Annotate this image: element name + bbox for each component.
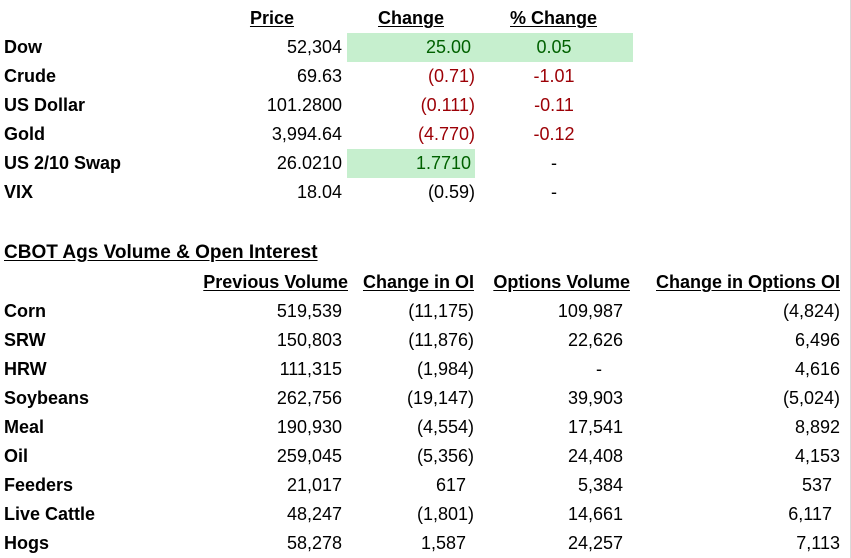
change-options-oi-cell: 6,117	[788, 504, 832, 524]
ags-row-feeders[interactable]: Feeders 21,017 617 5,384 537	[0, 471, 851, 500]
row-label: US 2/10 Swap	[4, 153, 122, 173]
change-cell: 25.00	[347, 33, 475, 62]
options-volume-cell: 39,903	[567, 388, 623, 408]
options-volume-cell: 14,661	[567, 504, 623, 524]
change-cell: (4.770)	[417, 124, 475, 144]
change-cell: 1.7710	[347, 149, 475, 178]
change-oi-cell: (11,175)	[408, 301, 474, 321]
change-oi-cell: (19,147)	[406, 388, 474, 408]
row-label: Live Cattle	[4, 504, 96, 524]
ags-row-meal[interactable]: Meal 190,930 (4,554) 17,541 8,892	[0, 413, 851, 442]
change-options-oi-cell: 6,496	[794, 330, 840, 350]
market-row-gold[interactable]: Gold 3,994.64 (4.770) -0.12	[0, 120, 851, 149]
header-prev-volume: Previous Volume	[203, 272, 348, 292]
options-volume-cell: 22,626	[567, 330, 623, 350]
ags-row-live-cattle[interactable]: Live Cattle 48,247 (1,801) 14,661 6,117	[0, 500, 851, 529]
change-options-oi-cell: 8,892	[794, 417, 840, 437]
pct-change-cell: 0.05	[475, 33, 633, 62]
prev-volume-cell: 150,803	[276, 330, 342, 350]
change-options-oi-cell: 4,616	[794, 359, 840, 379]
market-row-dow[interactable]: Dow 52,304 25.00 0.05	[0, 33, 851, 62]
pct-change-cell: -1.01	[533, 66, 575, 86]
prev-volume-cell: 21,017	[286, 475, 342, 495]
options-volume-cell: 24,408	[567, 446, 623, 466]
row-label: Soybeans	[4, 388, 90, 408]
change-options-oi-cell: (5,024)	[782, 388, 840, 408]
market-row-crude[interactable]: Crude 69.63 (0.71) -1.01	[0, 62, 851, 91]
market-row-us-2-10-swap[interactable]: US 2/10 Swap 26.0210 1.7710 -	[0, 149, 851, 178]
change-options-oi-cell: (4,824)	[782, 301, 840, 321]
price-cell: 52,304	[286, 37, 342, 57]
row-label: Dow	[4, 37, 42, 57]
ags-row-hrw[interactable]: HRW 111,315 (1,984) - 4,616	[0, 355, 851, 384]
header-price: Price	[249, 8, 295, 28]
change-cell: (0.111)	[420, 95, 475, 115]
prev-volume-cell: 58,278	[286, 533, 342, 553]
price-cell: 101.2800	[266, 95, 342, 115]
options-volume-cell: -	[596, 359, 602, 379]
price-cell: 3,994.64	[271, 124, 342, 144]
change-oi-cell: (1,801)	[416, 504, 474, 524]
prev-volume-cell: 259,045	[276, 446, 342, 466]
market-row-us-dollar[interactable]: US Dollar 101.2800 (0.111) -0.11	[0, 91, 851, 120]
change-cell: (0.71)	[427, 66, 475, 86]
prev-volume-cell: 262,756	[276, 388, 342, 408]
ags-header-row: Previous Volume Change in OI Options Vol…	[0, 268, 851, 297]
header-options-volume: Options Volume	[493, 272, 630, 292]
ags-row-srw[interactable]: SRW 150,803 (11,876) 22,626 6,496	[0, 326, 851, 355]
ags-row-corn[interactable]: Corn 519,539 (11,175) 109,987 (4,824)	[0, 297, 851, 326]
markets-header-row: Price Change % Change	[0, 4, 851, 33]
change-oi-cell: (1,984)	[416, 359, 474, 379]
header-change-options-oi: Change in Options OI	[656, 272, 840, 292]
change-oi-cell: (5,356)	[416, 446, 474, 466]
ags-row-soybeans[interactable]: Soybeans 262,756 (19,147) 39,903 (5,024)	[0, 384, 851, 413]
ags-row-oil[interactable]: Oil 259,045 (5,356) 24,408 4,153	[0, 442, 851, 471]
options-volume-cell: 109,987	[557, 301, 623, 321]
ags-title-row: CBOT Ags Volume & Open Interest	[0, 238, 851, 267]
row-label: Feeders	[4, 475, 74, 495]
prev-volume-cell: 519,539	[276, 301, 342, 321]
ags-row-hogs[interactable]: Hogs 58,278 1,587 24,257 7,113	[0, 529, 851, 558]
header-change: Change	[378, 8, 445, 28]
row-label: SRW	[4, 330, 46, 350]
options-volume-cell: 5,384	[577, 475, 623, 495]
price-cell: 69.63	[296, 66, 342, 86]
price-cell: 26.0210	[276, 153, 342, 173]
pct-change-cell: -	[551, 182, 557, 202]
options-volume-cell: 17,541	[567, 417, 623, 437]
prev-volume-cell: 111,315	[279, 359, 342, 379]
row-label: Corn	[4, 301, 46, 321]
row-label: Hogs	[4, 533, 49, 553]
market-row-vix[interactable]: VIX 18.04 (0.59) -	[0, 178, 851, 207]
row-label: Gold	[4, 124, 45, 144]
row-label: Oil	[4, 446, 29, 466]
pct-change-cell: -0.12	[533, 124, 575, 144]
change-cell: (0.59)	[427, 182, 475, 202]
prev-volume-cell: 48,247	[286, 504, 342, 524]
change-oi-cell: (11,876)	[408, 330, 474, 350]
row-label: VIX	[4, 182, 34, 202]
change-oi-cell: 617	[435, 475, 466, 495]
prev-volume-cell: 190,930	[276, 417, 342, 437]
change-options-oi-cell: 537	[801, 475, 832, 495]
row-label: Crude	[4, 66, 57, 86]
row-label: US Dollar	[4, 95, 86, 115]
pct-change-cell: -	[551, 153, 557, 173]
row-label: Meal	[4, 417, 45, 437]
change-oi-cell: 1,587	[420, 533, 466, 553]
header-pct-change: % Change	[510, 8, 598, 28]
change-options-oi-cell: 4,153	[794, 446, 840, 466]
options-volume-cell: 24,257	[567, 533, 623, 553]
row-label: HRW	[4, 359, 47, 379]
header-change-oi: Change in OI	[362, 272, 474, 292]
change-options-oi-cell: 7,113	[796, 533, 840, 553]
ags-section-title: CBOT Ags Volume & Open Interest	[4, 242, 318, 263]
price-cell: 18.04	[296, 182, 342, 202]
change-oi-cell: (4,554)	[416, 417, 474, 437]
pct-change-cell: -0.11	[534, 95, 574, 115]
